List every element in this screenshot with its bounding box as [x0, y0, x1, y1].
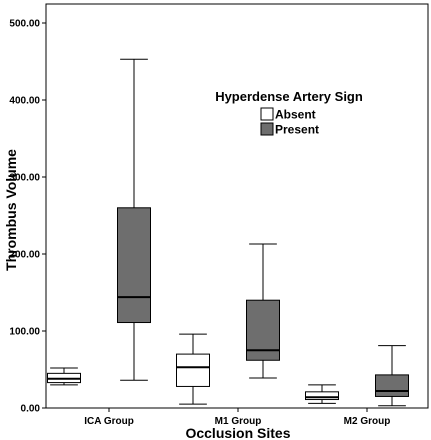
legend-label-absent: Absent — [275, 108, 316, 122]
x-tick-label: M1 Group — [215, 416, 262, 427]
legend-swatch-present — [260, 122, 274, 136]
x-tick-label: M2 Group — [344, 416, 391, 427]
box-iqr — [176, 353, 210, 387]
box-present-ica-group — [117, 58, 151, 381]
box-iqr — [375, 374, 409, 397]
box-absent-m1-group — [176, 333, 210, 405]
x-axis: ICA Group M1 Group M2 Group — [84, 408, 390, 427]
y-tick-label: 400.00 — [9, 96, 40, 107]
box-series-group — [47, 58, 409, 407]
box-present-m2-group — [375, 345, 409, 407]
plot-border — [45, 3, 429, 409]
box-iqr — [305, 391, 339, 401]
legend-swatch-absent — [260, 107, 274, 121]
x-tick-label: ICA Group — [84, 416, 134, 427]
legend-title: Hyperdense Artery Sign — [215, 89, 363, 104]
y-axis-title: Thrombus Volume — [3, 149, 19, 271]
x-axis-title: Occlusion Sites — [185, 425, 290, 440]
y-tick-label: 0.00 — [21, 404, 41, 415]
y-tick-label: 500.00 — [9, 19, 40, 30]
y-tick-label: 100.00 — [9, 327, 40, 338]
y-tick-label: 200.00 — [9, 250, 40, 261]
box-absent-ica-group — [47, 367, 81, 386]
box-absent-m2-group — [305, 384, 339, 404]
y-tick-label: 300.00 — [9, 173, 40, 184]
y-axis: 0.00 100.00 200.00 300.00 400.00 500.00 — [9, 19, 46, 415]
box-present-m1-group — [246, 243, 280, 379]
box-iqr — [246, 299, 280, 361]
box-iqr — [117, 207, 151, 324]
legend-label-present: Present — [275, 123, 319, 137]
plot-frame — [45, 3, 429, 409]
